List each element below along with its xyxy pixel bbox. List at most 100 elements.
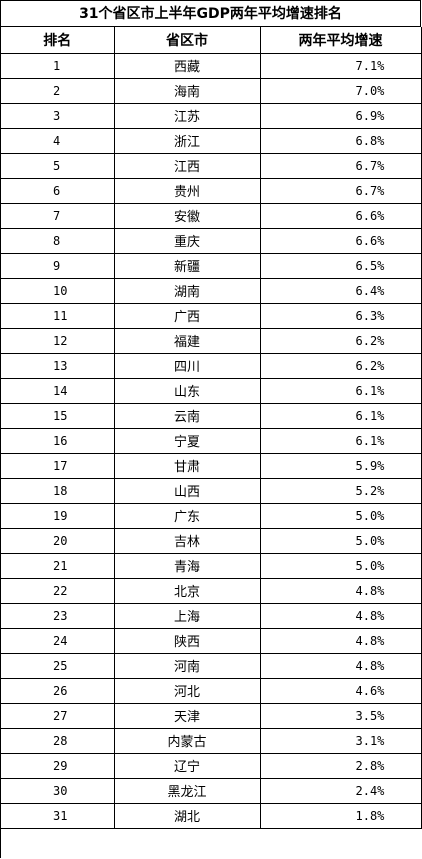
province-cell: 北京	[114, 578, 261, 604]
table-row: 22 北京 4.8%	[1, 578, 422, 604]
province-cell: 新疆	[114, 253, 261, 279]
province-cell: 山西	[114, 478, 261, 504]
province-cell: 重庆	[114, 228, 261, 254]
header-row: 排名 省区市 两年平均增速	[1, 27, 422, 54]
province-cell: 吉林	[114, 528, 261, 554]
table-row: 6 贵州 6.7%	[1, 178, 422, 204]
rate-cell: 5.2%	[260, 478, 422, 504]
rank-cell: 12	[1, 328, 115, 354]
rate-cell: 6.6%	[260, 228, 422, 254]
rate-cell: 4.8%	[260, 653, 422, 679]
table-row: 12 福建 6.2%	[1, 328, 422, 354]
rank-cell: 11	[1, 303, 115, 329]
rank-cell: 14	[1, 378, 115, 404]
province-cell: 内蒙古	[114, 728, 261, 754]
province-cell: 西藏	[114, 53, 261, 79]
province-cell: 云南	[114, 403, 261, 429]
province-cell: 黑龙江	[114, 778, 261, 804]
table-row: 10 湖南 6.4%	[1, 278, 422, 304]
rank-cell: 25	[1, 653, 115, 679]
province-cell: 天津	[114, 703, 261, 729]
table-row: 11 广西 6.3%	[1, 303, 422, 329]
rate-cell: 5.0%	[260, 503, 422, 529]
table-row: 9 新疆 6.5%	[1, 253, 422, 279]
province-cell: 河南	[114, 653, 261, 679]
rank-cell: 29	[1, 753, 115, 779]
province-cell: 浙江	[114, 128, 261, 154]
rate-cell: 2.8%	[260, 753, 422, 779]
rank-cell: 2	[1, 78, 115, 104]
province-cell: 甘肃	[114, 453, 261, 479]
province-cell: 河北	[114, 678, 261, 704]
table-row: 5 江西 6.7%	[1, 153, 422, 179]
rate-cell: 6.4%	[260, 278, 422, 304]
rate-cell: 4.8%	[260, 603, 422, 629]
province-cell: 江西	[114, 153, 261, 179]
rank-cell: 9	[1, 253, 115, 279]
rank-cell: 24	[1, 628, 115, 654]
rate-cell: 3.5%	[260, 703, 422, 729]
table-row: 25 河南 4.8%	[1, 653, 422, 679]
rank-cell: 6	[1, 178, 115, 204]
rate-cell: 6.1%	[260, 378, 422, 404]
rate-cell: 6.8%	[260, 128, 422, 154]
rate-cell: 4.8%	[260, 578, 422, 604]
table-row: 7 安徽 6.6%	[1, 203, 422, 229]
table-row: 19 广东 5.0%	[1, 503, 422, 529]
rank-cell: 19	[1, 503, 115, 529]
table-row: 29 辽宁 2.8%	[1, 753, 422, 779]
table-row: 16 宁夏 6.1%	[1, 428, 422, 454]
rank-cell: 27	[1, 703, 115, 729]
rank-cell: 4	[1, 128, 115, 154]
table-row: 15 云南 6.1%	[1, 403, 422, 429]
rate-cell: 3.1%	[260, 728, 422, 754]
table-row: 2 海南 7.0%	[1, 78, 422, 104]
rank-cell: 7	[1, 203, 115, 229]
table-row: 4 浙江 6.8%	[1, 128, 422, 154]
province-cell: 上海	[114, 603, 261, 629]
header-province: 省区市	[114, 27, 261, 54]
rate-cell: 6.1%	[260, 403, 422, 429]
rank-cell: 5	[1, 153, 115, 179]
table-row: 1 西藏 7.1%	[1, 53, 422, 79]
province-cell: 广西	[114, 303, 261, 329]
rate-cell: 6.7%	[260, 178, 422, 204]
table-body: 1 西藏 7.1% 2 海南 7.0% 3 江苏 6.9% 4 浙江 6.8% 5 江西 6.7% 6 贵州 6.…	[1, 53, 422, 829]
province-cell: 福建	[114, 328, 261, 354]
table-row: 31 湖北 1.8%	[1, 803, 422, 829]
rank-cell: 16	[1, 428, 115, 454]
table-row: 26 河北 4.6%	[1, 678, 422, 704]
rank-cell: 18	[1, 478, 115, 504]
header-rank: 排名	[1, 27, 115, 54]
rank-cell: 22	[1, 578, 115, 604]
rank-cell: 10	[1, 278, 115, 304]
rank-cell: 28	[1, 728, 115, 754]
table-row: 18 山西 5.2%	[1, 478, 422, 504]
table-row: 17 甘肃 5.9%	[1, 453, 422, 479]
rate-cell: 6.2%	[260, 328, 422, 354]
province-cell: 青海	[114, 553, 261, 579]
province-cell: 广东	[114, 503, 261, 529]
table-row: 24 陕西 4.8%	[1, 628, 422, 654]
rank-cell: 21	[1, 553, 115, 579]
rank-cell: 8	[1, 228, 115, 254]
table-row: 14 山东 6.1%	[1, 378, 422, 404]
province-cell: 贵州	[114, 178, 261, 204]
rate-cell: 5.0%	[260, 528, 422, 554]
province-cell: 山东	[114, 378, 261, 404]
rank-cell: 3	[1, 103, 115, 129]
rank-cell: 17	[1, 453, 115, 479]
province-cell: 陕西	[114, 628, 261, 654]
rank-cell: 1	[1, 53, 115, 79]
table-row: 27 天津 3.5%	[1, 703, 422, 729]
rank-cell: 15	[1, 403, 115, 429]
rate-cell: 2.4%	[260, 778, 422, 804]
rate-cell: 6.1%	[260, 428, 422, 454]
province-cell: 湖南	[114, 278, 261, 304]
rank-cell: 26	[1, 678, 115, 704]
table-title: 31个省区市上半年GDP两年平均增速排名	[1, 1, 421, 27]
rank-cell: 23	[1, 603, 115, 629]
province-cell: 宁夏	[114, 428, 261, 454]
ranking-table: 排名 省区市 两年平均增速 1 西藏 7.1% 2 海南 7.0% 3 江苏 6.9% 4 浙江 6.…	[1, 27, 422, 829]
